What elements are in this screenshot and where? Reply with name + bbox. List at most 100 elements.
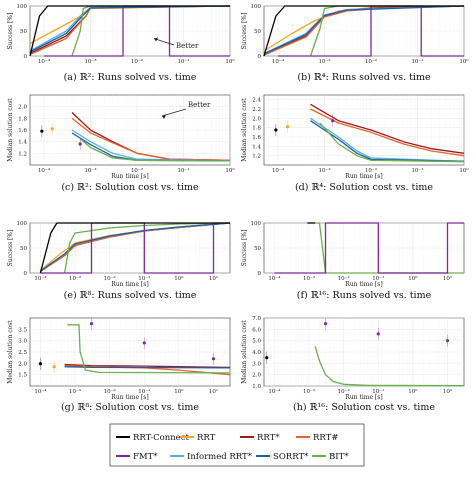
series-line-fmt-	[40, 222, 230, 274]
y-tick-label: 4.0	[252, 350, 261, 356]
caption-c: (c) ℝ²: Solution cost vs. time	[61, 182, 199, 193]
series-line-rrt-	[64, 363, 231, 369]
x-tick-label: 10⁻³	[69, 275, 81, 282]
legend-label: RRT-Connect	[133, 433, 189, 443]
x-tick-label: 10⁰	[459, 58, 469, 65]
y-tick-label: 3.0	[18, 339, 27, 345]
x-tick-label: 10⁰	[225, 58, 235, 65]
y-axis-label: Success [%]	[7, 13, 14, 50]
annotation-better: Better	[176, 42, 199, 50]
x-tick-label: 10⁻³	[84, 58, 96, 65]
series-line-bit-	[314, 346, 465, 387]
y-axis-label: Success [%]	[241, 13, 248, 50]
series-line-sorrt-	[64, 366, 231, 369]
data-point-rrt-connect	[38, 362, 43, 366]
series-line-bit-	[79, 138, 231, 162]
data-point-rrt	[285, 125, 290, 129]
x-axis-label: Run time [s]	[111, 281, 148, 288]
legend-label: RRT*	[257, 433, 280, 443]
y-tick-label: 5.0	[252, 339, 261, 345]
x-tick-label: 10⁰	[408, 275, 418, 282]
y-tick-label: 2.0	[18, 105, 27, 111]
legend-label: BIT*	[329, 452, 349, 462]
x-tick-label: 10⁻⁴	[34, 388, 47, 395]
y-tick-label: 50	[254, 29, 261, 35]
y-tick-label: 1.4	[252, 144, 261, 150]
y-tick-label: 0	[24, 54, 28, 60]
x-tick-label: 10¹	[443, 275, 452, 282]
caption-h: (h) ℝ¹⁶: Solution cost vs. time	[293, 402, 435, 413]
x-tick-label: 10⁻²	[104, 388, 116, 395]
y-tick-label: 2.0	[252, 116, 261, 122]
data-point-fmt-	[78, 142, 82, 146]
y-tick-label: 50	[254, 246, 261, 252]
series-line-sorrt-	[29, 5, 231, 53]
legend-box	[109, 423, 365, 467]
x-tick-label: 10⁰	[459, 167, 469, 174]
x-axis-label: Run time [s]	[111, 394, 148, 401]
y-tick-label: 2.0	[252, 373, 261, 379]
series-line-fmt-	[274, 222, 464, 274]
x-axis-label: Run time [s]	[345, 173, 382, 180]
x-tick-label: 10⁻¹	[177, 58, 189, 65]
better-arrow	[161, 108, 187, 117]
y-tick-label: 2.5	[18, 350, 27, 356]
y-tick-label: 6.0	[252, 327, 261, 333]
x-tick-label: 10⁻¹	[372, 275, 384, 282]
caption-f: (f) ℝ¹⁶: Runs solved vs. time	[297, 290, 432, 301]
annotation-better: Better	[188, 101, 211, 109]
x-tick-label: 10⁻¹	[411, 58, 423, 65]
series-line-informed-rrt-	[71, 129, 231, 162]
series-line-sorrt-	[263, 5, 465, 55]
x-tick-label: 10⁰	[225, 167, 235, 174]
y-axis-label: Median solution cost	[241, 98, 248, 162]
y-tick-label: 100	[251, 4, 262, 10]
y-tick-label: 50	[20, 29, 27, 35]
y-tick-label: 1.8	[18, 116, 27, 122]
x-tick-label: 10⁻³	[84, 167, 96, 174]
y-tick-label: 1.6	[252, 135, 261, 141]
y-tick-label: 2.2	[252, 107, 261, 113]
data-point-fmt-	[211, 357, 216, 361]
y-tick-label: 0	[258, 271, 262, 277]
y-tick-label: 7.0	[252, 316, 261, 322]
y-tick-label: 100	[251, 221, 262, 227]
data-point-rrt-connect	[274, 128, 278, 132]
series-line-informed-rrt-	[310, 117, 465, 162]
x-tick-label: 10⁻³	[318, 167, 330, 174]
x-tick-label: 10⁻²	[131, 167, 143, 174]
x-tick-label: 10⁰	[408, 388, 418, 395]
x-axis-label: Run time [s]	[111, 173, 148, 180]
data-point-rrt	[52, 365, 56, 369]
x-tick-label: 10⁻¹	[411, 167, 423, 174]
x-tick-label: 10⁻³	[303, 388, 315, 395]
y-axis-label: Median solution cost	[241, 320, 248, 384]
y-tick-label: 3.0	[252, 361, 261, 367]
x-tick-label: 10⁰	[174, 275, 184, 282]
y-tick-label: 0	[258, 54, 262, 60]
legend-label: SORRT*	[273, 452, 309, 462]
x-tick-label: 10⁻⁴	[34, 275, 47, 282]
legend-label: FMT*	[133, 452, 158, 462]
legend-label: RRT	[197, 433, 216, 443]
data-point-fmt-	[142, 341, 146, 345]
series-line-rrt-connect	[29, 5, 230, 57]
y-tick-label: 0	[24, 271, 28, 277]
x-tick-label: 10⁻²	[131, 58, 143, 65]
caption-g: (g) ℝ⁸: Solution cost vs. time	[61, 402, 199, 413]
x-tick-label: 10⁻²	[338, 388, 350, 395]
x-tick-label: 10⁻¹	[177, 167, 189, 174]
x-tick-label: 10¹	[443, 388, 452, 395]
y-tick-label: 100	[17, 4, 28, 10]
x-tick-label: 10⁻¹	[138, 275, 150, 282]
x-tick-label: 10⁰	[174, 388, 184, 395]
series-line-rrt-	[310, 103, 465, 154]
panel-c: 10⁻⁴ 10⁻³ 10⁻² 10⁻¹ 10⁰ 1.2 1.4 1.6 1.8 2.0 Median…	[7, 94, 235, 193]
x-tick-label: 10⁻¹	[372, 388, 384, 395]
caption-e: (e) ℝ⁸: Runs solved vs. time	[64, 290, 197, 301]
caption-b: (b) ℝ⁴: Runs solved vs. time	[297, 72, 431, 83]
series-line-rrt-connect	[263, 5, 464, 57]
x-tick-label: 10⁻²	[338, 275, 350, 282]
x-tick-label: 10⁻²	[104, 275, 116, 282]
